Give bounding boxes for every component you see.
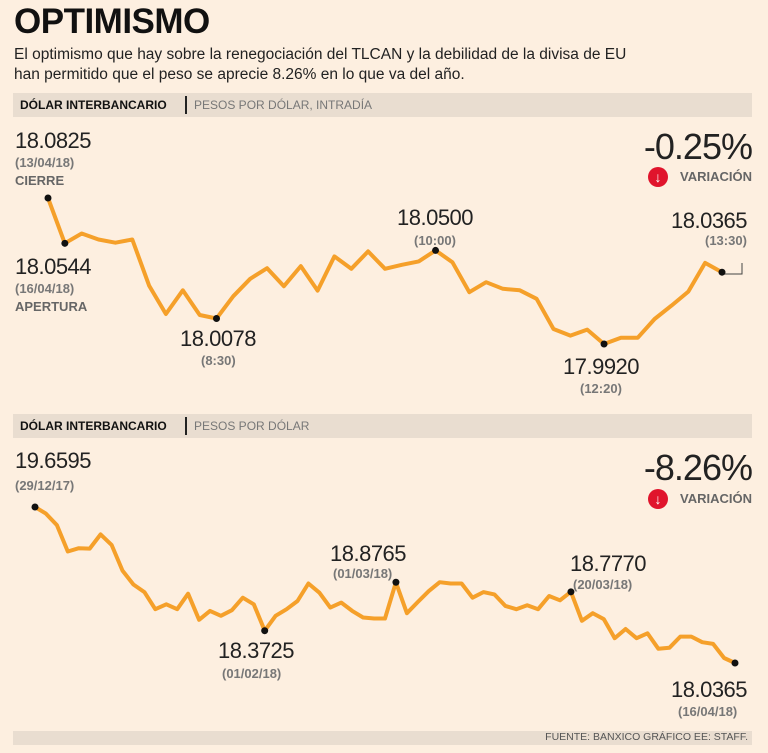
chart1-variation-value: -0.25% bbox=[643, 126, 753, 167]
chart2-label-value: 18.7770 bbox=[570, 551, 647, 576]
chart1-marker bbox=[44, 194, 52, 202]
chart2-marker bbox=[567, 588, 575, 596]
divider bbox=[185, 96, 187, 114]
chart1-label-value: 18.0500 bbox=[397, 205, 474, 230]
source-note: FUENTE: BANXICO GRÁFICO EE: STAFF. bbox=[545, 731, 748, 743]
chart2-label-date: (01/02/18) bbox=[222, 666, 282, 681]
chart1-header-bar: DÓLAR INTERBANCARIO PESOS POR DÓLAR, INT… bbox=[13, 93, 752, 117]
chart2-header-unit: PESOS POR DÓLAR bbox=[194, 419, 310, 433]
chart1-marker bbox=[432, 246, 440, 254]
footer-bar: FUENTE: BANXICO GRÁFICO EE: STAFF. bbox=[13, 731, 752, 745]
chart1-label-value: 18.0078 bbox=[180, 326, 257, 351]
chart2-series-line bbox=[33, 505, 736, 665]
chart1-label-date: (16/04/18) bbox=[15, 281, 75, 296]
chart2-header-title: DÓLAR INTERBANCARIO bbox=[20, 419, 167, 433]
chart1-header-title: DÓLAR INTERBANCARIO bbox=[20, 98, 167, 112]
divider bbox=[185, 417, 187, 435]
chart2-variation-value: -8.26% bbox=[643, 447, 753, 488]
chart1-marker bbox=[61, 239, 69, 247]
chart2-label-value: 18.3725 bbox=[218, 638, 295, 663]
chart1-label-date: (10:00) bbox=[414, 233, 456, 248]
chart2-label-value: 19.6595 bbox=[15, 448, 92, 473]
chart1-marker bbox=[718, 268, 726, 276]
chart1-label-value: 17.9920 bbox=[563, 354, 640, 379]
chart2-variation-label: VARIACIÓN bbox=[680, 491, 752, 506]
chart2-marker bbox=[31, 503, 39, 511]
chart1-label-date: (8:30) bbox=[201, 353, 236, 368]
chart1-label-date: (13/04/18) bbox=[15, 155, 75, 170]
chart1-label-value: 18.0365 bbox=[671, 208, 748, 233]
chart2-label-date: (20/03/18) bbox=[573, 577, 633, 592]
chart1-header-unit: PESOS POR DÓLAR, INTRADÍA bbox=[194, 98, 373, 112]
chart2-marker bbox=[261, 627, 269, 635]
chart2-label-value: 18.8765 bbox=[330, 541, 407, 566]
subtitle: El optimismo que hay sobre la renegociac… bbox=[14, 46, 627, 83]
chart2-label-value: 18.0365 bbox=[671, 677, 748, 702]
chart1-label-date: (13:30) bbox=[705, 233, 747, 248]
chart2-label-date: (29/12/17) bbox=[15, 478, 75, 493]
chart1-end-bracket bbox=[724, 263, 743, 275]
chart1-variation-label: VARIACIÓN bbox=[680, 169, 752, 184]
chart1-label-date: (12:20) bbox=[580, 381, 622, 396]
chart1-label-value: 18.0544 bbox=[15, 254, 92, 279]
chart1-series-line bbox=[46, 197, 723, 346]
chart1-label-note: CIERRE bbox=[15, 173, 65, 188]
down-arrow-icon: ↓ bbox=[648, 167, 668, 187]
chart1-label-value: 18.0825 bbox=[15, 128, 92, 153]
chart2-label-date: (16/04/18) bbox=[678, 704, 738, 719]
chart2-header-bar: DÓLAR INTERBANCARIO PESOS POR DÓLAR bbox=[13, 414, 752, 438]
chart2-marker bbox=[731, 659, 739, 667]
chart1-marker bbox=[213, 315, 220, 323]
chart2-marker bbox=[392, 578, 400, 586]
page-title: OPTIMISMO bbox=[14, 2, 210, 41]
down-arrow-icon: ↓ bbox=[648, 489, 668, 509]
chart2-label-date: (01/03/18) bbox=[333, 566, 393, 581]
chart1-label-note: APERTURA bbox=[15, 299, 88, 314]
chart1-marker bbox=[600, 340, 608, 348]
